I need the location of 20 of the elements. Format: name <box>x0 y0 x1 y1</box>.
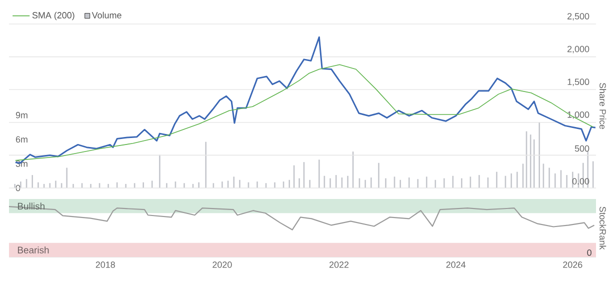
x-tick-label: 2018 <box>96 262 115 268</box>
annotation: 0 <box>587 249 592 256</box>
y-axis-title: StockRank <box>600 206 606 250</box>
x-tick-label: 2024 <box>446 262 466 268</box>
y-tick-label: 9m <box>16 112 28 118</box>
y2-tick-label: 2,500 <box>568 13 590 20</box>
y-tick-label: 0 <box>16 184 20 192</box>
y2-axis-title: Share Price <box>600 82 606 130</box>
band-label: Bullish <box>18 202 44 210</box>
y2-tick-label: 0.00 <box>572 178 590 184</box>
y-tick-label: 6m <box>16 136 28 143</box>
x-tick-label: 2020 <box>212 262 232 268</box>
band-label: Bearish <box>18 246 49 254</box>
legend-label: Volume <box>92 12 122 18</box>
legend-label: SMA (200) <box>32 12 74 20</box>
y2-tick-label: 2,000 <box>568 46 590 54</box>
y2-tick-label: 500 <box>574 145 590 152</box>
x-tick-label: 2022 <box>329 262 349 268</box>
y2-tick-label: 1,500 <box>568 78 590 86</box>
x-tick-label: 2026 <box>563 262 582 268</box>
